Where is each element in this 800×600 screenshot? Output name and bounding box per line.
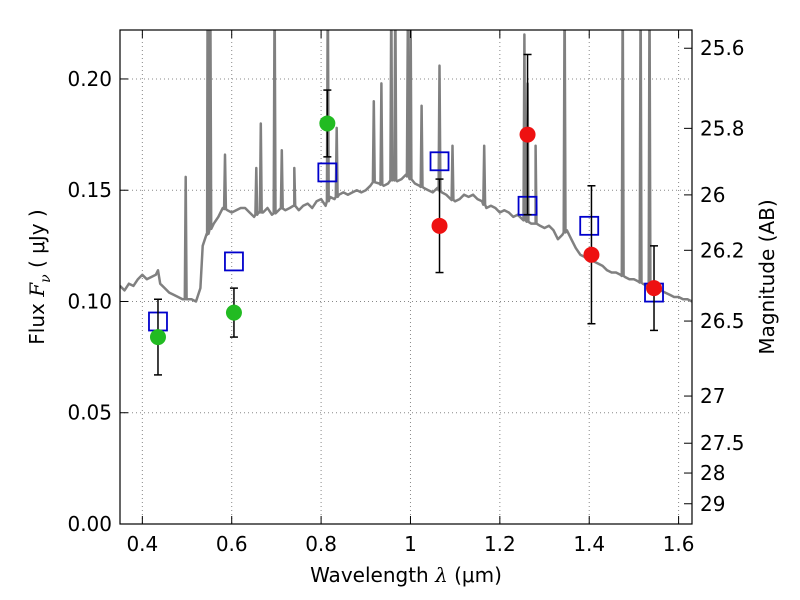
x-tick-label: 1.2	[484, 532, 516, 556]
magnitude-tick-label: 25.8	[700, 116, 745, 140]
observed-red-point	[583, 246, 600, 263]
y-axis-label: Flux Fν ( μJy )	[25, 209, 54, 344]
magnitude-tick-label: 27.5	[700, 431, 745, 455]
y-tick-label: 0.15	[67, 178, 112, 202]
plot-area	[120, 30, 692, 376]
x-tick-label: 0.8	[305, 532, 337, 556]
magnitude-tick-label: 27	[700, 384, 725, 408]
tick-labels: 0.4 0.6 0.8 1 1.2 1.4 1.6 0.00 0.05 0.10 0.15 0.20 2…	[67, 36, 744, 556]
magnitude-tick-label: 25.6	[700, 36, 745, 60]
magnitude-tick-label: 26.2	[700, 238, 745, 262]
model-photometry-marker	[579, 215, 600, 236]
magnitude-tick-label: 28	[700, 461, 725, 485]
x-tick-label: 0.6	[216, 532, 248, 556]
observed-green-point	[319, 115, 336, 132]
grid-lines	[120, 30, 692, 525]
observed-red-point	[431, 217, 448, 234]
x-tick-label: 0.4	[126, 532, 158, 556]
axes	[119, 29, 693, 525]
magnitude-tick-label: 26.5	[700, 309, 745, 333]
x-tick-label: 1.6	[663, 532, 695, 556]
tick-marks	[120, 30, 692, 525]
y-tick-label: 0.20	[67, 67, 112, 91]
observed-red-point	[519, 126, 536, 143]
plot-frame	[119, 29, 693, 525]
magnitude-tick-label: 29	[700, 492, 725, 516]
observed-green-point	[225, 304, 242, 321]
magnitude-tick-label: 26	[700, 183, 725, 207]
model-photometry-marker	[224, 251, 244, 272]
model-photometry-marker	[317, 162, 338, 183]
x-tick-label: 1.4	[573, 532, 605, 556]
x-tick-label: 1	[404, 532, 417, 556]
y-tick-label: 0.10	[67, 289, 112, 313]
observed-green-point	[149, 329, 166, 346]
model-photometry-marker	[429, 151, 450, 172]
y-tick-label: 0.05	[67, 401, 112, 425]
y-tick-label: 0.00	[67, 512, 112, 536]
model-spectrum-line	[120, 30, 692, 303]
right-axis-label: Magnitude (AB)	[755, 199, 779, 354]
x-axis-label: Wavelength λ (μm)	[310, 563, 502, 587]
observed-red-point	[646, 280, 663, 297]
